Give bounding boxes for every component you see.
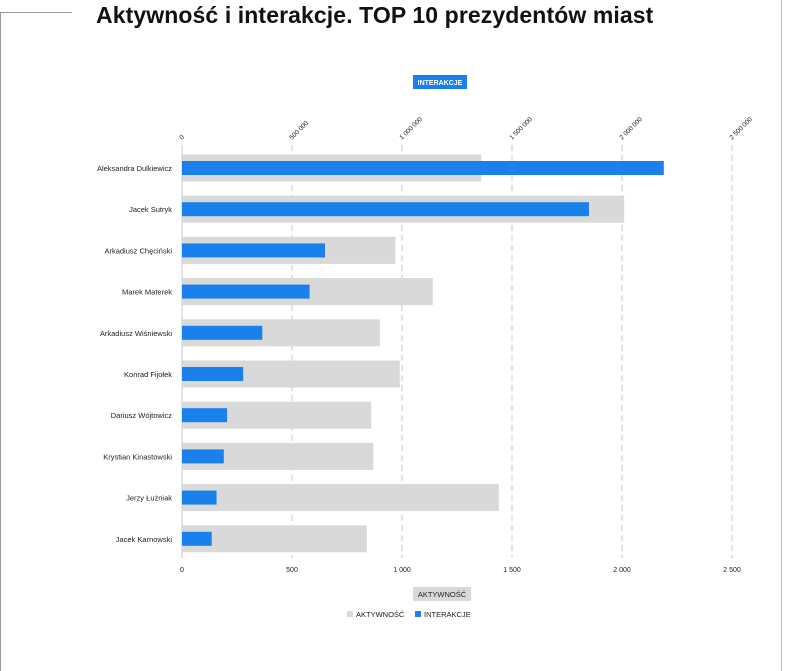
bar-aktywnosc bbox=[182, 484, 499, 512]
bottom-tick-label: 2 000 bbox=[613, 567, 631, 574]
frame-right-line bbox=[781, 0, 782, 671]
bottom-tick-label: 500 bbox=[286, 567, 298, 574]
bar-interakcje bbox=[182, 243, 325, 258]
top-tick-label: 2 500 000 bbox=[728, 116, 754, 142]
bar-interakcje bbox=[182, 449, 224, 464]
bar-interakcje bbox=[182, 202, 589, 217]
bottom-axis-label: AKTYWNOŚĆ bbox=[418, 590, 467, 599]
bar-interakcje bbox=[182, 284, 310, 299]
bar-interakcje bbox=[182, 367, 244, 381]
legend-swatch-aktywnosc bbox=[347, 611, 353, 617]
category-label: Konrad Fijołek bbox=[124, 370, 172, 379]
bottom-tick-label: 0 bbox=[180, 567, 184, 574]
category-label: Arkadiusz Wiśniewski bbox=[100, 329, 172, 338]
frame-left-line bbox=[0, 12, 1, 671]
top-axis-label-chip bbox=[413, 75, 467, 89]
top-tick-label: 1 500 000 bbox=[508, 116, 534, 142]
top-axis-label: INTERAKCJE bbox=[418, 80, 463, 87]
category-label: Jacek Karnowski bbox=[116, 535, 173, 544]
legend-label-aktywnosc: AKTYWNOŚĆ bbox=[356, 610, 405, 619]
bottom-tick-label: 1 500 bbox=[503, 567, 521, 574]
bar-interakcje bbox=[182, 408, 228, 423]
chart-title: Aktywność i interakcje. TOP 10 prezydent… bbox=[96, 2, 654, 28]
category-label: Jacek Sutryk bbox=[129, 205, 172, 214]
bar-interakcje bbox=[182, 325, 263, 340]
bottom-tick-label: 1 000 bbox=[393, 567, 411, 574]
category-label: Krystian Kinastowski bbox=[103, 452, 172, 461]
top-tick-label: 1 000 000 bbox=[398, 116, 424, 142]
legend-swatch-interakcje bbox=[415, 611, 421, 617]
top-tick-label: 500 000 bbox=[288, 120, 310, 142]
category-label: Marek Materek bbox=[122, 288, 172, 297]
bar-interakcje bbox=[182, 531, 212, 546]
category-label: Arkadiusz Chęciński bbox=[104, 246, 172, 255]
legend-label-interakcje: INTERAKCJE bbox=[424, 610, 471, 619]
top-tick-label: 2 000 000 bbox=[618, 116, 644, 142]
frame-top-line bbox=[0, 12, 72, 13]
bottom-tick-label: 2 500 bbox=[723, 567, 741, 574]
bar-aktywnosc bbox=[182, 525, 367, 553]
category-label: Aleksandra Dulkiewicz bbox=[97, 164, 172, 173]
bar-interakcje bbox=[182, 490, 217, 505]
bottom-axis-label-chip bbox=[413, 587, 471, 601]
top-tick-label: 0 bbox=[178, 134, 186, 142]
category-label: Jerzy Łużniak bbox=[126, 494, 172, 503]
bar-interakcje bbox=[182, 161, 664, 175]
category-label: Dariusz Wójtowicz bbox=[111, 411, 173, 420]
